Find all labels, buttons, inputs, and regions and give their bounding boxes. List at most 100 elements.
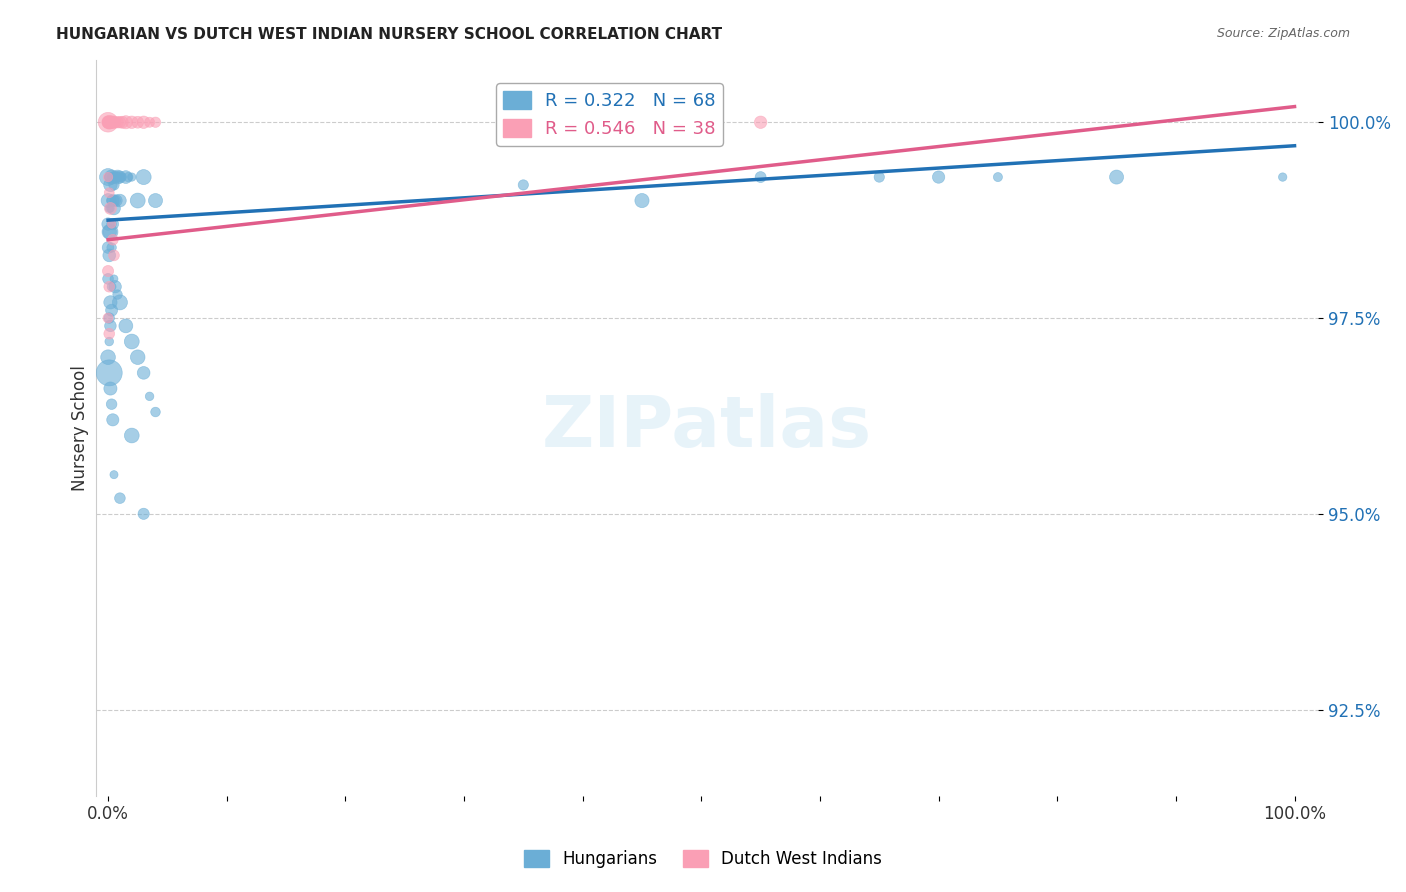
Point bbox=[105, 115, 128, 129]
Point bbox=[121, 334, 143, 349]
Point bbox=[145, 115, 167, 129]
Text: HUNGARIAN VS DUTCH WEST INDIAN NURSERY SCHOOL CORRELATION CHART: HUNGARIAN VS DUTCH WEST INDIAN NURSERY S… bbox=[56, 27, 723, 42]
Point bbox=[101, 233, 124, 247]
Point bbox=[100, 115, 122, 129]
Point bbox=[107, 115, 129, 129]
Point bbox=[100, 241, 122, 255]
Point bbox=[749, 170, 772, 185]
Point bbox=[98, 279, 121, 293]
Point bbox=[108, 170, 131, 185]
Point bbox=[97, 115, 120, 129]
Point bbox=[108, 194, 131, 208]
Point bbox=[98, 202, 121, 216]
Point bbox=[103, 115, 125, 129]
Point bbox=[100, 225, 122, 239]
Point bbox=[100, 382, 122, 396]
Point bbox=[138, 115, 160, 129]
Point bbox=[117, 170, 139, 185]
Point bbox=[100, 217, 122, 231]
Point bbox=[98, 311, 121, 326]
Point bbox=[103, 178, 125, 192]
Point bbox=[98, 248, 121, 262]
Point bbox=[115, 170, 138, 185]
Point bbox=[101, 217, 124, 231]
Legend: R = 0.322   N = 68, R = 0.546   N = 38: R = 0.322 N = 68, R = 0.546 N = 38 bbox=[496, 83, 723, 145]
Point bbox=[97, 194, 120, 208]
Point bbox=[115, 318, 138, 333]
Point bbox=[100, 279, 122, 293]
Point bbox=[100, 170, 122, 185]
Point bbox=[121, 115, 143, 129]
Point bbox=[138, 389, 160, 403]
Point bbox=[100, 318, 122, 333]
Point bbox=[98, 326, 121, 341]
Point bbox=[100, 397, 122, 411]
Point bbox=[127, 350, 149, 364]
Point bbox=[103, 202, 125, 216]
Point bbox=[121, 170, 143, 185]
Point bbox=[98, 225, 121, 239]
Point bbox=[101, 170, 124, 185]
Point bbox=[749, 115, 772, 129]
Point bbox=[104, 170, 127, 185]
Point bbox=[103, 467, 125, 482]
Point bbox=[100, 194, 122, 208]
Point bbox=[97, 115, 120, 129]
Point bbox=[105, 170, 128, 185]
Point bbox=[100, 202, 122, 216]
Point bbox=[127, 115, 149, 129]
Point bbox=[98, 170, 121, 185]
Point bbox=[100, 202, 122, 216]
Point bbox=[97, 217, 120, 231]
Point bbox=[100, 178, 122, 192]
Point bbox=[132, 366, 155, 380]
Point bbox=[98, 115, 121, 129]
Point bbox=[132, 170, 155, 185]
Point bbox=[101, 413, 124, 427]
Point bbox=[97, 170, 120, 185]
Point bbox=[1271, 170, 1294, 185]
Point bbox=[111, 115, 134, 129]
Legend: Hungarians, Dutch West Indians: Hungarians, Dutch West Indians bbox=[517, 843, 889, 875]
Point bbox=[103, 115, 125, 129]
Point bbox=[107, 170, 129, 185]
Point bbox=[105, 194, 128, 208]
Point bbox=[107, 170, 129, 185]
Point bbox=[868, 170, 890, 185]
Point bbox=[98, 115, 121, 129]
Point bbox=[100, 217, 122, 231]
Point bbox=[104, 115, 127, 129]
Point bbox=[100, 303, 122, 318]
Point bbox=[98, 186, 121, 200]
Point bbox=[100, 115, 122, 129]
Point bbox=[101, 115, 124, 129]
Point bbox=[631, 194, 654, 208]
Point bbox=[101, 194, 124, 208]
Point bbox=[108, 491, 131, 505]
Point bbox=[145, 194, 167, 208]
Point bbox=[132, 507, 155, 521]
Point bbox=[103, 272, 125, 286]
Point bbox=[97, 115, 120, 129]
Point bbox=[104, 279, 127, 293]
Point bbox=[115, 115, 138, 129]
Point bbox=[108, 295, 131, 310]
Point bbox=[1105, 170, 1128, 185]
Point bbox=[97, 241, 120, 255]
Point bbox=[100, 295, 122, 310]
Point bbox=[97, 350, 120, 364]
Point bbox=[987, 170, 1010, 185]
Point bbox=[104, 194, 127, 208]
Point bbox=[107, 287, 129, 301]
Point bbox=[98, 366, 121, 380]
Point bbox=[108, 115, 131, 129]
Point bbox=[97, 264, 120, 278]
Point bbox=[97, 311, 120, 326]
Point bbox=[97, 170, 120, 185]
Point bbox=[97, 115, 120, 129]
Point bbox=[512, 178, 534, 192]
Point bbox=[97, 272, 120, 286]
Point bbox=[97, 115, 120, 129]
Point bbox=[132, 115, 155, 129]
Point bbox=[100, 115, 122, 129]
